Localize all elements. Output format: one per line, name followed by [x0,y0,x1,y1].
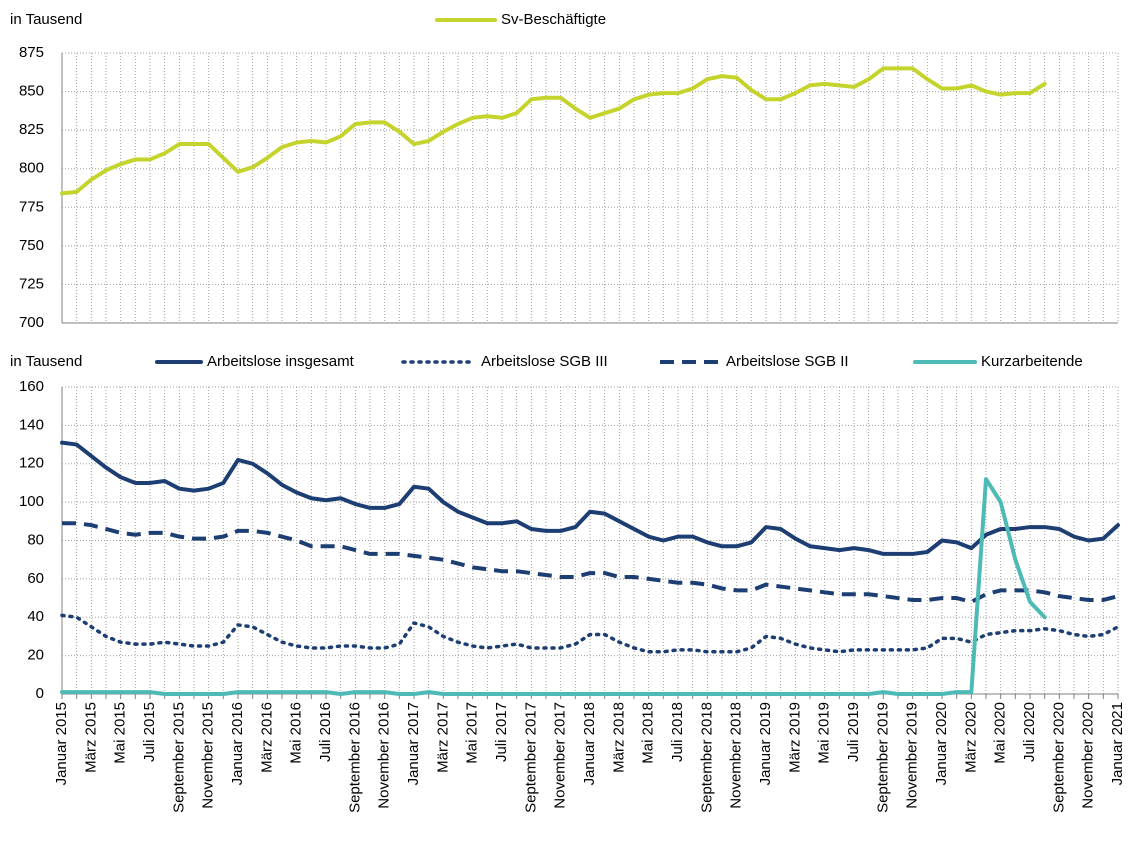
line-series [60,440,1120,556]
legend-label: Sv-Beschäftigte [501,11,606,28]
y-tick-label: 875 [19,44,44,61]
x-tick-label: September 2020 [1050,702,1067,813]
y-tick-label: 750 [19,237,44,254]
x-tick-label: Januar 2018 [581,702,598,785]
x-tick-label: November 2018 [728,702,745,809]
line-series [60,66,1047,196]
x-tick-label: September 2017 [522,702,539,813]
line-series [62,521,1119,604]
x-tick-label: Januar 2020 [933,702,950,785]
line-series [60,477,1047,696]
x-tick-label: Juli 2020 [1021,702,1038,762]
y-tick-label: 20 [27,647,44,664]
x-tick-label: März 2015 [82,702,99,773]
x-tick-label: Januar 2021 [1109,702,1126,785]
x-tick-label: September 2015 [170,702,187,813]
x-tick-label: September 2019 [874,702,891,813]
y-tick-label: 825 [19,121,44,138]
x-tick-label: November 2020 [1080,702,1097,809]
x-tick-label: Januar 2016 [229,702,246,785]
line-series [60,613,1120,654]
x-tick-label: Juli 2019 [845,702,862,762]
x-tick-label: November 2016 [376,702,393,809]
x-tick-label: Januar 2017 [405,702,422,785]
x-tick-label: Mai 2018 [640,702,657,764]
y-tick-label: 725 [19,275,44,292]
x-tick-label: Mai 2016 [288,702,305,764]
y-tick-label: 140 [19,416,44,433]
x-tick-label: Juli 2015 [141,702,158,762]
legend-label: Arbeitslose insgesamt [207,353,355,370]
x-tick-label: November 2017 [552,702,569,809]
x-tick-label: März 2019 [786,702,803,773]
x-tick-label: Mai 2015 [112,702,129,764]
x-tick-label: Juli 2017 [493,702,510,762]
y-tick-label: 40 [27,608,44,625]
x-tick-label: November 2019 [904,702,921,809]
y-tick-label: 850 [19,83,44,100]
x-tick-label: März 2017 [434,702,451,773]
x-tick-label: September 2018 [698,702,715,813]
x-tick-label: Juli 2018 [669,702,686,762]
y-tick-label: 60 [27,570,44,587]
x-tick-label: Januar 2019 [757,702,774,785]
legend-label: Arbeitslose SGB III [481,353,608,370]
y-axis-label: in Tausend [10,353,82,370]
y-tick-label: 0 [36,685,44,702]
legend-label: Kurzarbeitende [981,353,1083,370]
y-axis-label: in Tausend [10,11,82,28]
x-tick-label: März 2016 [258,702,275,773]
y-tick-label: 160 [19,378,44,395]
y-tick-label: 120 [19,455,44,472]
y-tick-label: 80 [27,531,44,548]
legend-label: Arbeitslose SGB II [726,353,849,370]
x-tick-label: März 2018 [610,702,627,773]
y-tick-label: 700 [19,314,44,331]
x-tick-label: November 2015 [200,702,217,809]
y-tick-label: 800 [19,160,44,177]
x-tick-label: Januar 2015 [53,702,70,785]
x-tick-label: Mai 2019 [816,702,833,764]
x-tick-label: Mai 2017 [464,702,481,764]
y-tick-label: 100 [19,493,44,510]
x-tick-label: September 2016 [346,702,363,813]
x-tick-label: Mai 2020 [992,702,1009,764]
y-tick-label: 775 [19,198,44,215]
x-tick-label: März 2020 [962,702,979,773]
x-tick-label: Juli 2016 [317,702,334,762]
